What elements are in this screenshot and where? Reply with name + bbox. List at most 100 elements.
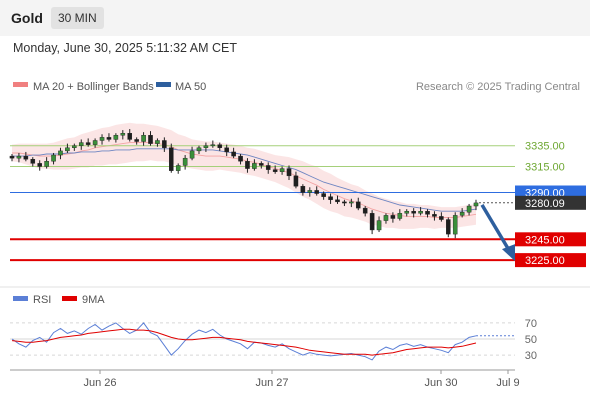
candle[interactable]	[411, 211, 416, 214]
candle[interactable]	[383, 215, 389, 221]
ma50-legend-label: MA 50	[175, 81, 206, 93]
candle[interactable]	[418, 211, 423, 214]
x-tick-label: Jun 30	[424, 377, 457, 389]
candle[interactable]	[51, 154, 56, 162]
rsi-ma-legend-label: 9MA	[82, 294, 105, 306]
candle[interactable]	[466, 205, 472, 213]
ma50-legend-swatch	[156, 82, 171, 87]
candle[interactable]	[175, 165, 181, 171]
x-tick-label: Jul 9	[496, 377, 519, 389]
support-label: 3245.00	[525, 234, 565, 246]
rsi-tick-label: 30	[525, 350, 537, 362]
candle[interactable]	[37, 163, 42, 167]
candle[interactable]	[203, 145, 209, 148]
candle[interactable]	[362, 207, 368, 214]
candle[interactable]	[265, 165, 271, 170]
candle[interactable]	[238, 155, 243, 162]
interval-button[interactable]: 30 MIN	[51, 7, 104, 29]
symbol-name: Gold	[11, 10, 43, 26]
candle[interactable]	[23, 155, 29, 160]
candle[interactable]	[342, 201, 347, 204]
rsi-line	[11, 322, 477, 361]
candle[interactable]	[162, 140, 167, 148]
rsi-legend-label: RSI	[33, 294, 51, 306]
candle[interactable]	[44, 161, 49, 167]
support-tag	[515, 232, 586, 247]
candle[interactable]	[182, 157, 188, 166]
resistance-label: 3315.00	[525, 161, 565, 173]
candle[interactable]	[335, 199, 340, 203]
candle[interactable]	[16, 155, 22, 159]
candle[interactable]	[99, 137, 105, 141]
candle[interactable]	[300, 186, 306, 193]
candle[interactable]	[231, 151, 236, 157]
candle[interactable]	[30, 159, 36, 164]
candle[interactable]	[328, 196, 333, 200]
candle[interactable]	[272, 169, 278, 172]
candle[interactable]	[169, 147, 174, 171]
candle[interactable]	[134, 139, 139, 142]
research-credit: Research © 2025 Trading Central	[416, 81, 580, 93]
candle[interactable]	[355, 201, 361, 209]
support-label: 3225.00	[525, 255, 565, 267]
last-price-label: 3280.09	[525, 198, 565, 210]
candle[interactable]	[452, 215, 458, 235]
candle[interactable]	[349, 201, 354, 204]
candle[interactable]	[78, 142, 84, 146]
candle[interactable]	[245, 161, 250, 169]
candle[interactable]	[307, 190, 313, 193]
candle[interactable]	[321, 193, 326, 197]
bollinger-legend-label: MA 20 + Bollinger Bands	[33, 81, 154, 93]
candle[interactable]	[473, 202, 479, 207]
rsi-ma-line	[11, 328, 477, 356]
candle[interactable]	[404, 211, 410, 214]
candle[interactable]	[314, 190, 319, 194]
chart-header: Gold 30 MIN	[0, 0, 590, 36]
candle[interactable]	[439, 216, 444, 220]
candle[interactable]	[113, 135, 119, 140]
x-tick-label: Jun 26	[83, 377, 116, 389]
candle[interactable]	[369, 213, 375, 231]
candle[interactable]	[390, 215, 396, 219]
candle[interactable]	[141, 135, 146, 142]
candle[interactable]	[9, 155, 15, 159]
x-tick-label: Jun 27	[255, 377, 288, 389]
candle[interactable]	[293, 175, 299, 187]
candle[interactable]	[279, 168, 285, 172]
candle[interactable]	[127, 133, 133, 140]
resistance-label: 3335.00	[525, 141, 565, 153]
candle[interactable]	[196, 147, 202, 152]
candle[interactable]	[217, 144, 223, 148]
candle[interactable]	[189, 150, 195, 159]
candle[interactable]	[459, 212, 465, 216]
rsi-legend-swatch	[13, 296, 28, 301]
candle[interactable]	[58, 150, 63, 156]
candle[interactable]	[446, 219, 451, 235]
candle[interactable]	[92, 140, 98, 145]
bollinger-legend-swatch	[13, 82, 28, 87]
rsi-tick-label: 50	[525, 334, 537, 346]
candle[interactable]	[85, 142, 91, 145]
candle[interactable]	[425, 211, 430, 215]
candle[interactable]	[224, 147, 229, 153]
last-price-tag	[515, 195, 586, 210]
candle[interactable]	[106, 137, 112, 140]
candle[interactable]	[72, 145, 77, 148]
candle[interactable]	[286, 168, 292, 177]
candle[interactable]	[155, 140, 160, 144]
support-tag	[515, 253, 586, 268]
projection-arrow	[480, 204, 511, 252]
ma50-line	[12, 148, 477, 212]
chart-datetime: Monday, June 30, 2025 5:11:32 AM CET	[13, 41, 237, 55]
projection-arrowhead	[502, 244, 515, 262]
candle[interactable]	[432, 214, 437, 217]
candle[interactable]	[120, 133, 126, 136]
candle[interactable]	[65, 147, 70, 152]
candle[interactable]	[259, 163, 264, 166]
candle[interactable]	[397, 213, 403, 219]
candle[interactable]	[148, 135, 153, 144]
candle[interactable]	[210, 144, 216, 147]
candle[interactable]	[376, 220, 382, 231]
candle[interactable]	[252, 163, 257, 169]
